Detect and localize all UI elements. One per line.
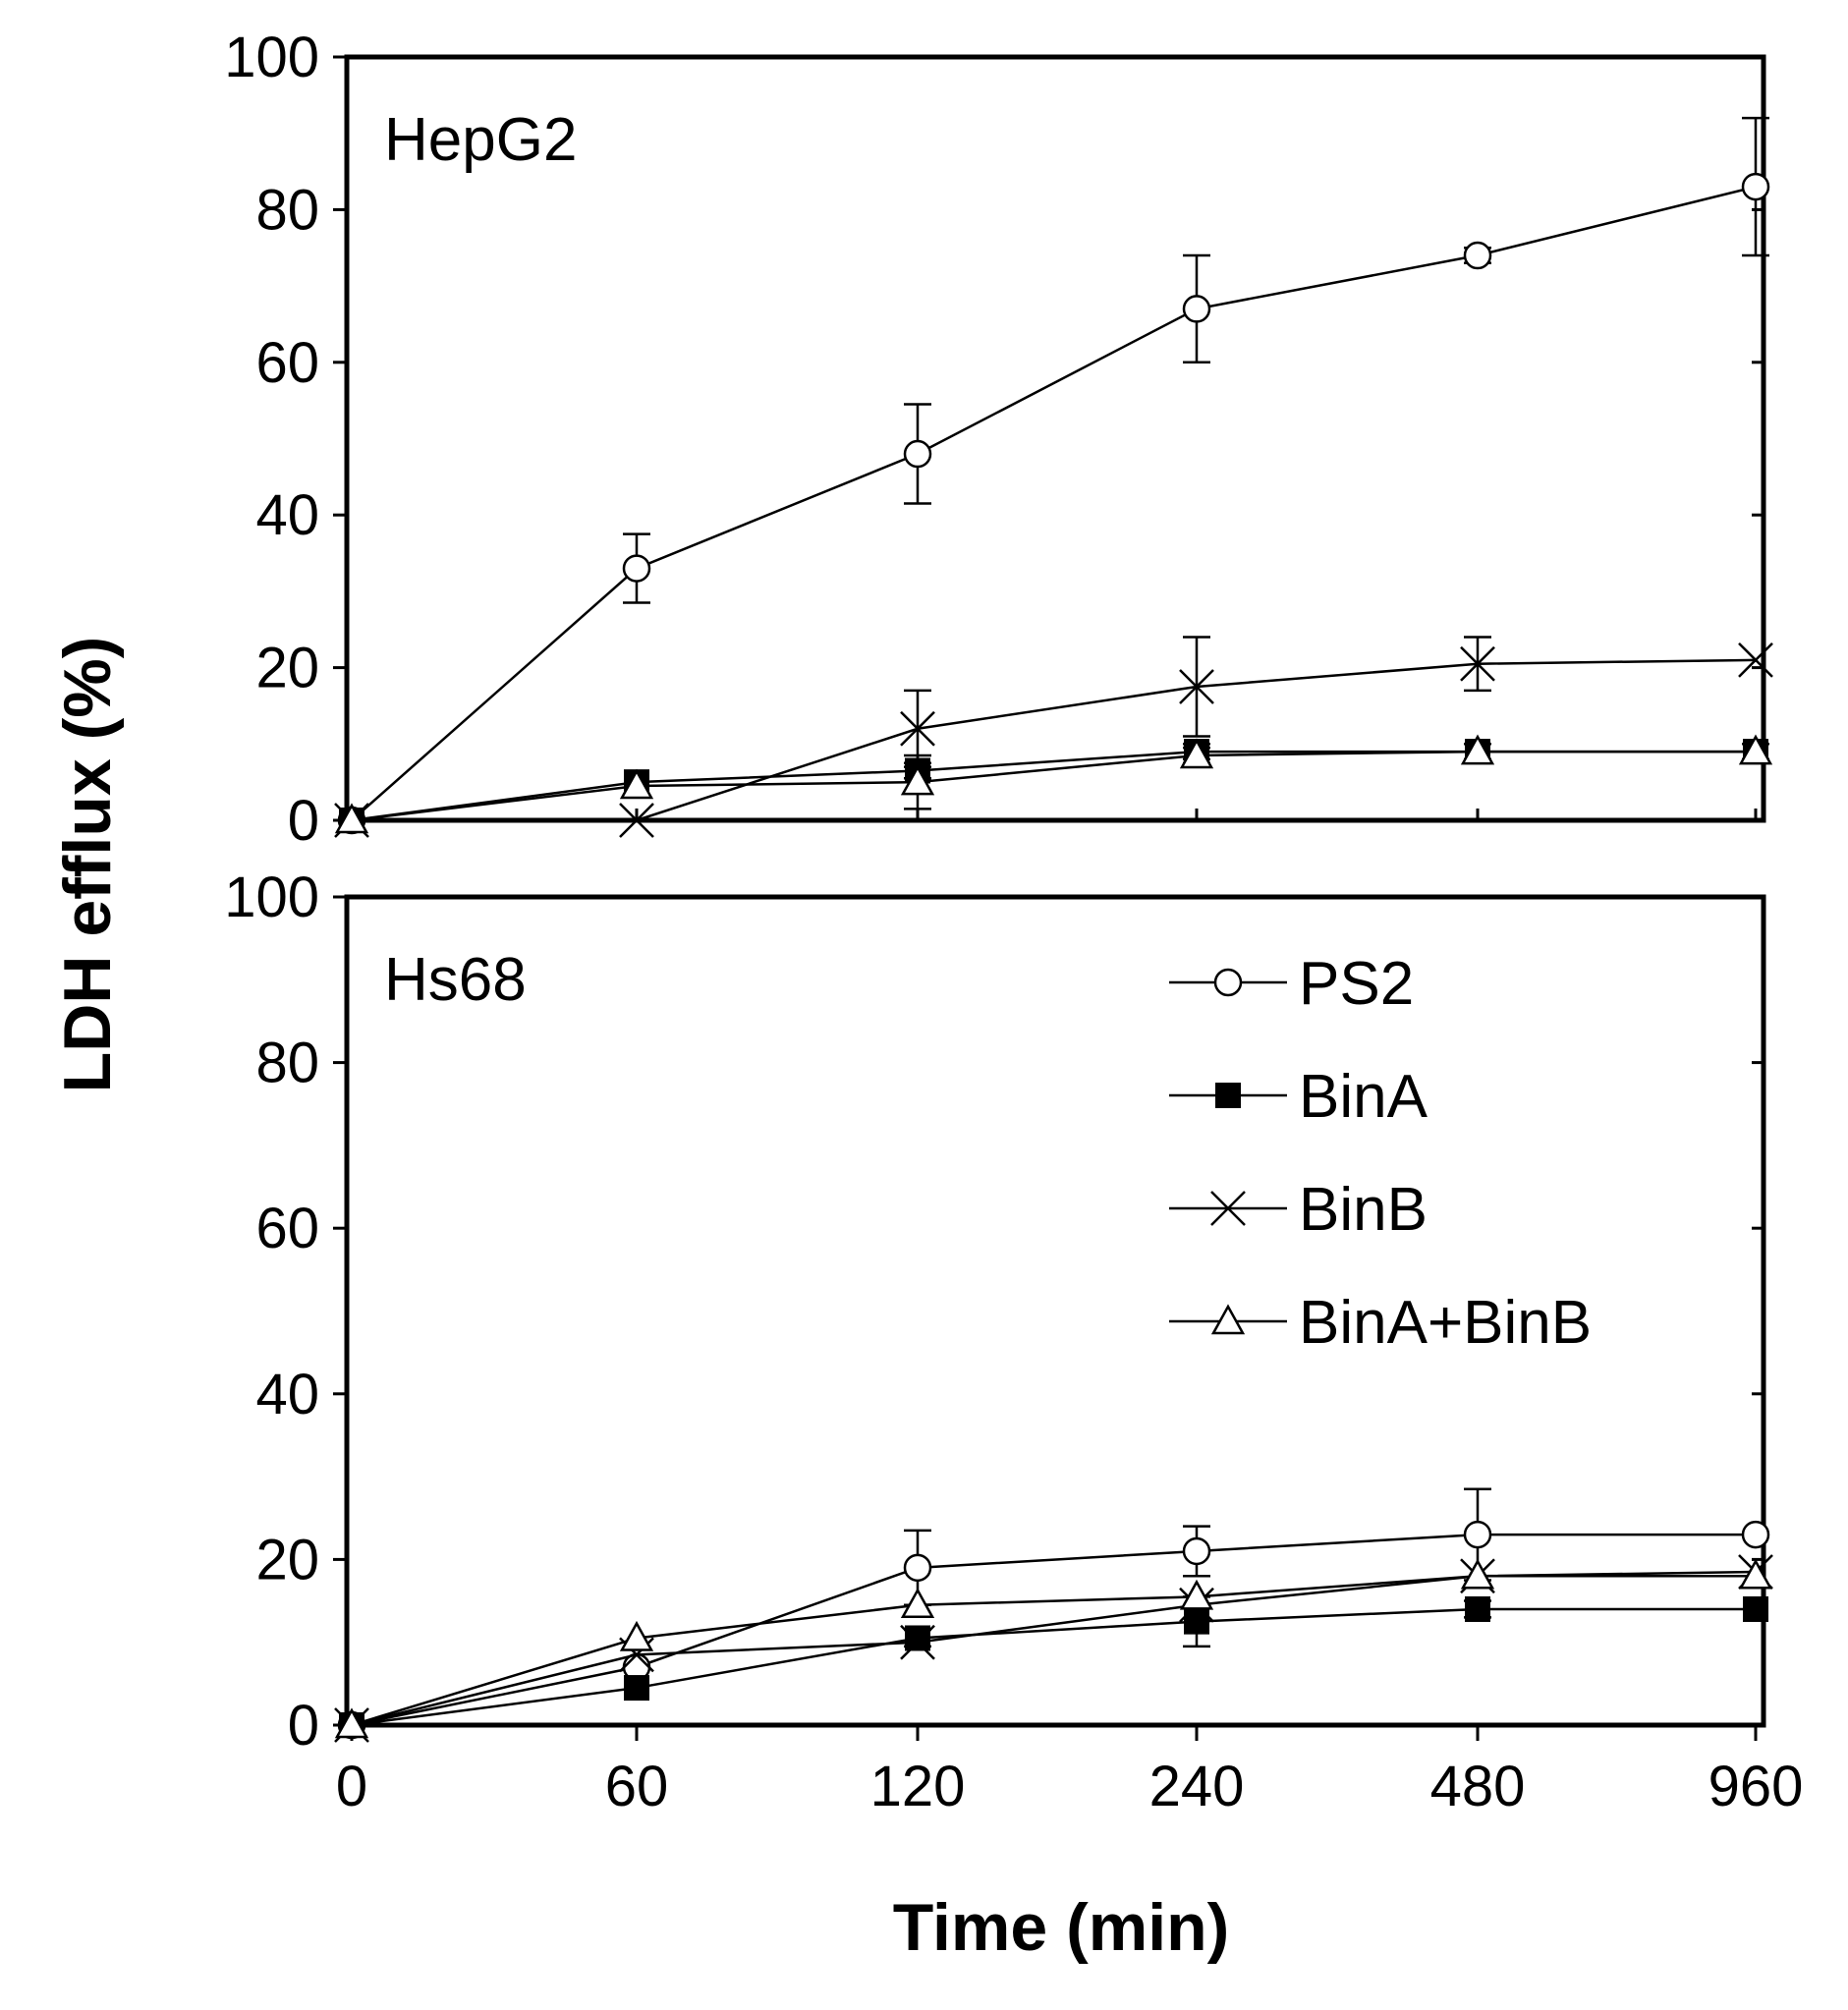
series-line — [351, 750, 1756, 822]
series-line — [351, 185, 1757, 821]
legend-item-bina-binb: BinA+BinB — [1169, 1289, 1592, 1357]
data-point — [334, 1707, 369, 1739]
data-point — [619, 1620, 654, 1651]
plot-frame — [344, 54, 1766, 823]
legend-label: BinB — [1299, 1176, 1428, 1244]
data-point — [622, 554, 651, 583]
legend-item-ps2: PS2 — [1169, 950, 1414, 1018]
data-point — [1738, 734, 1773, 765]
data-point — [1179, 1579, 1214, 1610]
legend-marker — [1210, 1191, 1246, 1226]
data-point — [1465, 1595, 1490, 1622]
series-bina — [339, 1595, 1768, 1738]
data-point — [903, 439, 932, 469]
series-bina-binb — [334, 734, 1773, 834]
data-point — [903, 1553, 932, 1583]
series-line — [352, 658, 1757, 822]
y-tick-label: 60 — [255, 331, 319, 395]
y-tick-label: 40 — [255, 483, 319, 547]
y-tick-label: 20 — [255, 637, 319, 700]
series-ps2 — [337, 116, 1770, 835]
data-point — [624, 1675, 649, 1702]
x-tick-label: 120 — [870, 1755, 966, 1818]
plot-frame — [344, 894, 1766, 1728]
data-point — [900, 764, 935, 796]
series-binb — [334, 1554, 1773, 1743]
legend-item-binb: BinB — [1169, 1176, 1428, 1244]
data-point — [900, 1588, 935, 1619]
y-tick-label: 80 — [255, 1032, 319, 1095]
series-ps2 — [337, 1487, 1770, 1740]
y-tick-label: 20 — [255, 1528, 319, 1591]
legend-marker — [1213, 968, 1243, 997]
data-point — [1460, 1558, 1495, 1590]
data-point — [619, 768, 654, 800]
x-tick-label: 480 — [1430, 1755, 1526, 1818]
x-tick-label: 0 — [336, 1755, 367, 1818]
legend-label: PS2 — [1299, 950, 1414, 1018]
data-point — [1182, 295, 1211, 323]
series-line — [351, 1607, 1756, 1727]
data-point — [1179, 669, 1214, 704]
data-point — [1741, 172, 1770, 201]
legend: PS2 BinA BinB BinA+BinB — [1169, 950, 1592, 1357]
panel-label: Hs68 — [384, 946, 527, 1014]
panel-label: HepG2 — [384, 106, 577, 174]
y-axis-label: LDH efflux (%) — [50, 637, 125, 1093]
data-point — [1743, 1595, 1768, 1622]
series-line — [351, 1570, 1757, 1727]
hs68-panel: 0 20 40 60 80 100 0 60 120 240 480 960 Hs68 — [224, 865, 1803, 1818]
y-tick-label: 100 — [224, 865, 319, 929]
data-point — [619, 803, 654, 838]
data-point — [900, 1624, 935, 1660]
data-point — [334, 803, 369, 834]
data-point — [1738, 642, 1773, 678]
y-tick-label: 60 — [255, 1197, 319, 1260]
y-tick-label: 40 — [255, 1363, 319, 1426]
data-point — [1463, 1520, 1492, 1549]
series-line — [351, 1575, 1756, 1727]
y-tick-label: 0 — [288, 1694, 319, 1758]
data-point — [1460, 734, 1495, 765]
data-point — [900, 710, 935, 747]
legend-label: BinA — [1299, 1063, 1428, 1131]
legend-marker — [1210, 1304, 1246, 1335]
x-tick-label: 960 — [1708, 1755, 1804, 1818]
legend-marker — [1215, 1083, 1241, 1108]
hepg2-panel: 0 20 40 60 80 100 HepG2 — [224, 26, 1773, 853]
data-point — [1179, 738, 1214, 769]
y-tick-label: 0 — [288, 789, 319, 853]
series-line — [351, 750, 1756, 822]
y-tick-label: 80 — [255, 178, 319, 242]
data-point — [1741, 1520, 1770, 1549]
x-axis-label: Time (min) — [893, 1890, 1230, 1965]
x-tick-label: 60 — [605, 1755, 669, 1818]
series-binb — [334, 636, 1773, 838]
data-point — [1182, 1536, 1211, 1566]
legend-item-bina: BinA — [1169, 1063, 1428, 1131]
data-point — [1460, 645, 1495, 682]
x-tick-label: 240 — [1149, 1755, 1245, 1818]
legend-label: BinA+BinB — [1299, 1289, 1592, 1357]
series-line — [351, 1533, 1756, 1727]
y-tick-label: 100 — [224, 26, 319, 89]
data-point — [1738, 1558, 1773, 1590]
series-bina-binb — [334, 1558, 1773, 1739]
data-point — [1463, 241, 1492, 270]
data-point — [905, 1625, 930, 1651]
